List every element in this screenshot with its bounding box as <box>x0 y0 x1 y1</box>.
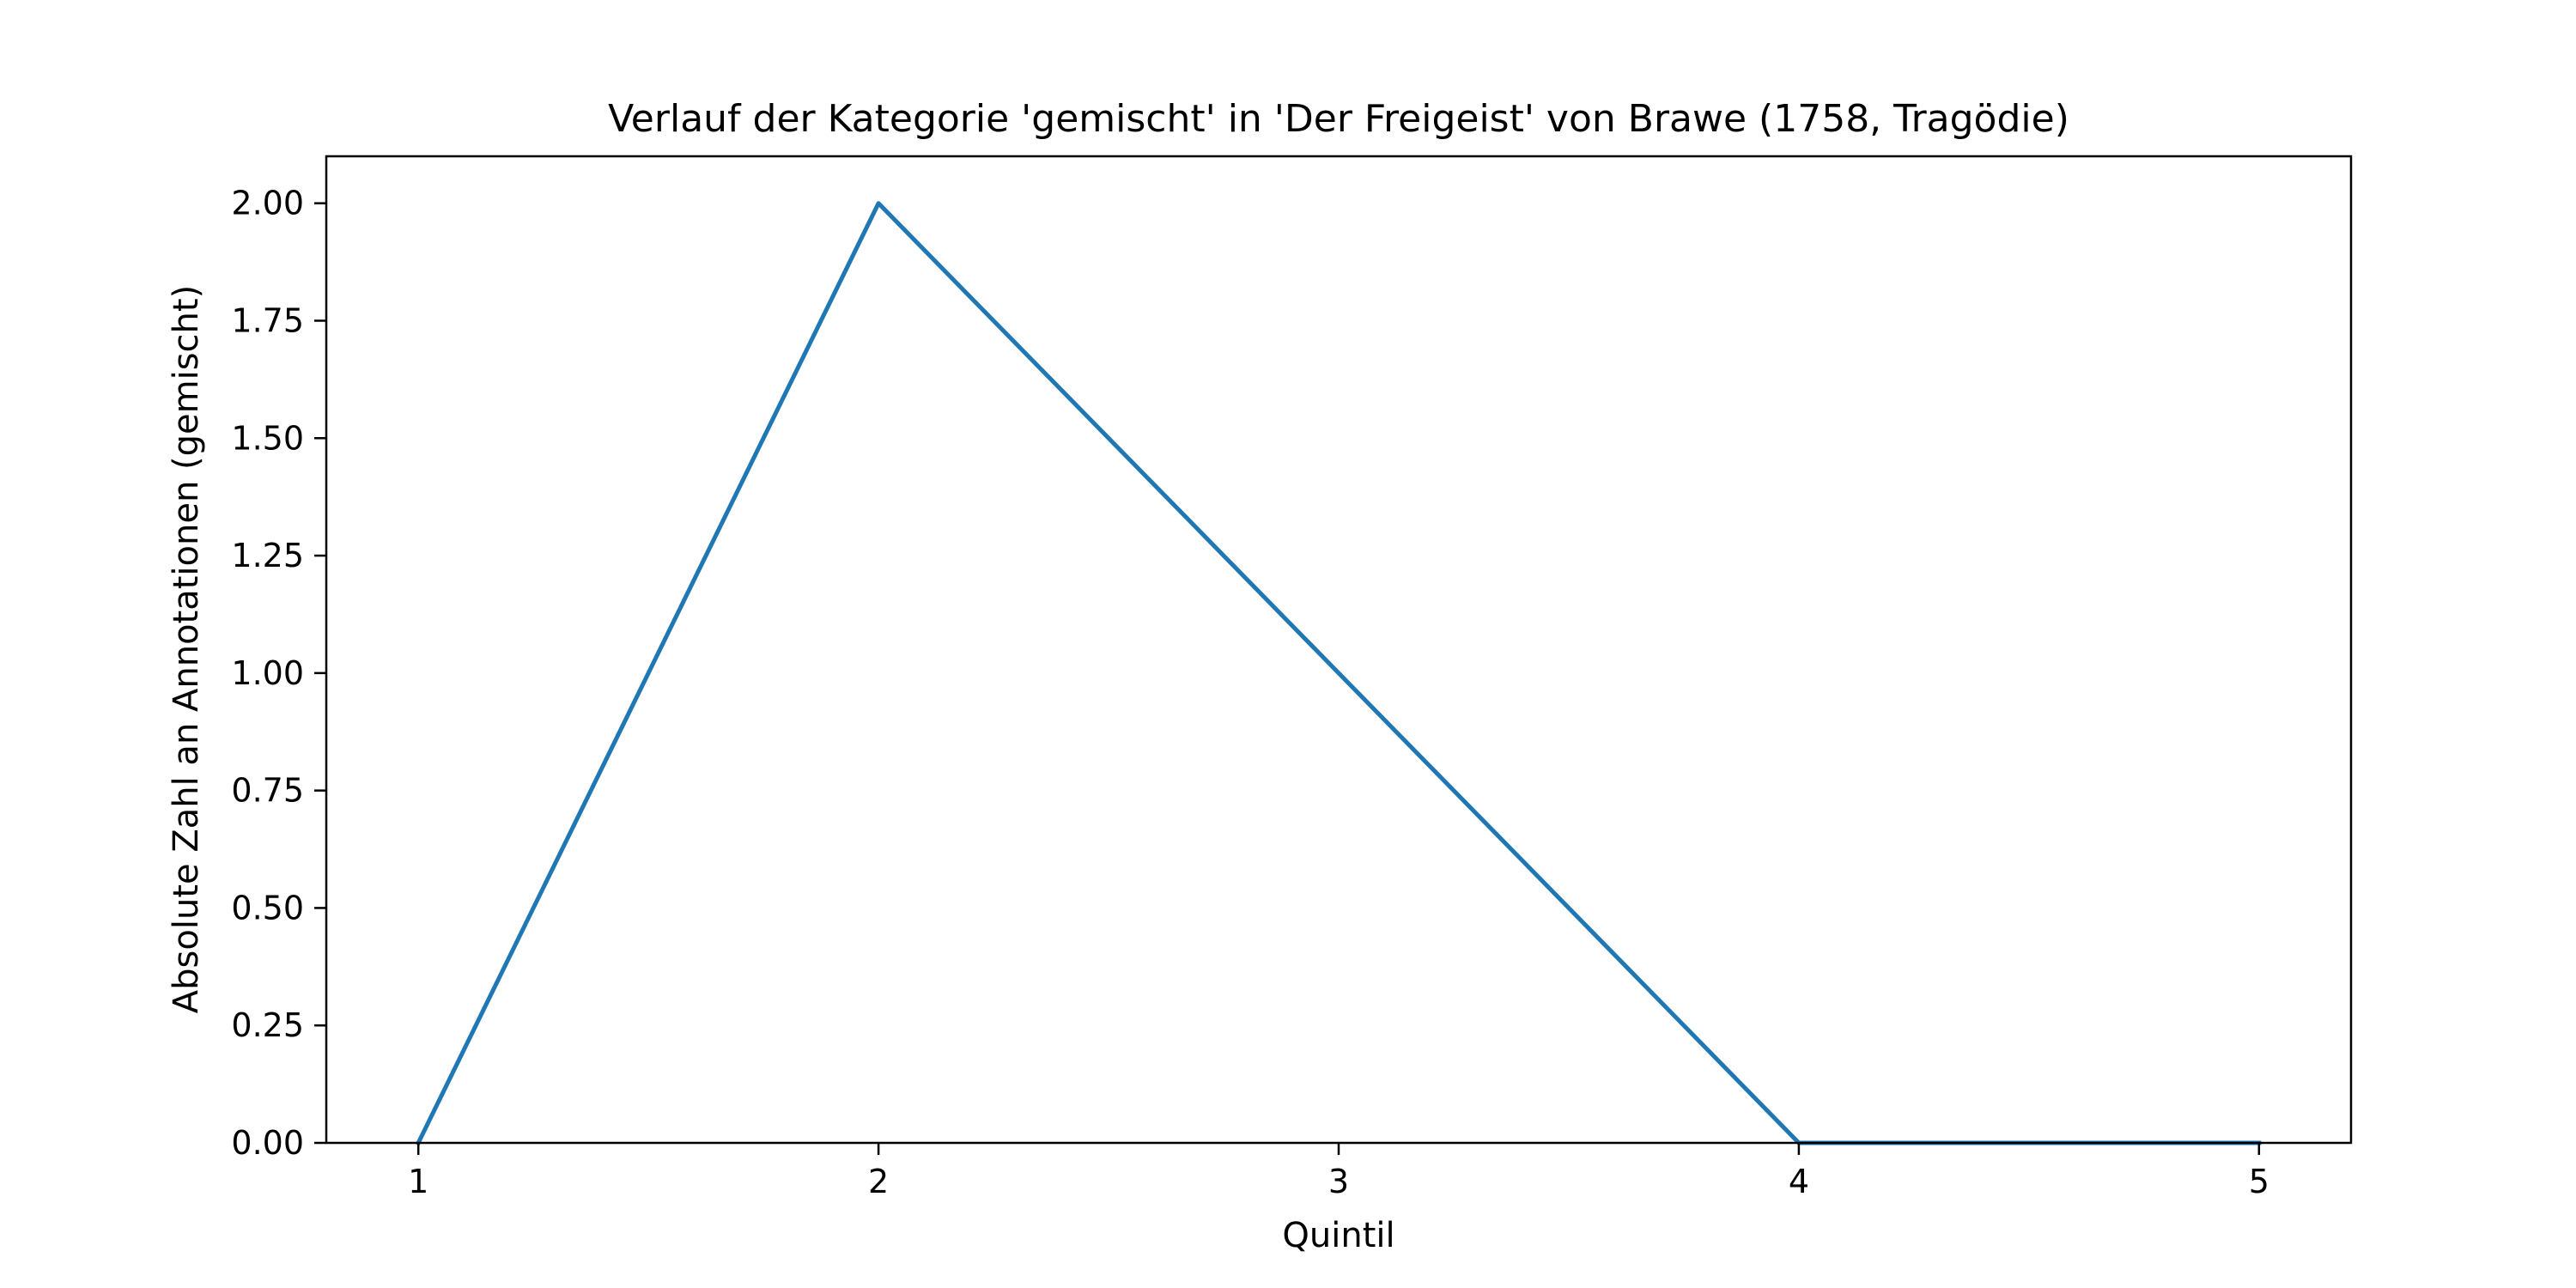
x-tick-label-1: 1 <box>408 1163 428 1200</box>
y-tick-label-0.75: 0.75 <box>231 772 304 810</box>
x-tick-label-3: 3 <box>1328 1163 1349 1200</box>
y-tick-label-0.50: 0.50 <box>231 889 304 927</box>
chart-title: Verlauf der Kategorie 'gemischt' in 'Der… <box>608 97 2069 141</box>
y-tick-label-0.25: 0.25 <box>231 1006 304 1044</box>
x-tick-label-5: 5 <box>2249 1163 2269 1200</box>
x-tick-label-2: 2 <box>868 1163 889 1200</box>
plot-area: 1 2 3 4 5 0.00 0.25 0.50 0.75 1.00 1.25 1.50 1.75 2.0… <box>231 155 2353 1200</box>
y-tick-label-1.50: 1.50 <box>231 419 304 457</box>
y-axis-label: Absolute Zahl an Annotationen (gemischt) <box>167 285 206 1013</box>
x-axis-label: Quintil <box>1282 1216 1394 1255</box>
y-tick-label-1.75: 1.75 <box>231 302 304 340</box>
y-tick-label-0.00: 0.00 <box>231 1124 304 1162</box>
plot-frame <box>325 155 2353 1145</box>
y-tick-label-2.00: 2.00 <box>231 185 304 222</box>
x-tick-label-4: 4 <box>1789 1163 1809 1200</box>
y-tick-label-1.00: 1.00 <box>231 654 304 692</box>
y-tick-label-1.25: 1.25 <box>231 537 304 574</box>
